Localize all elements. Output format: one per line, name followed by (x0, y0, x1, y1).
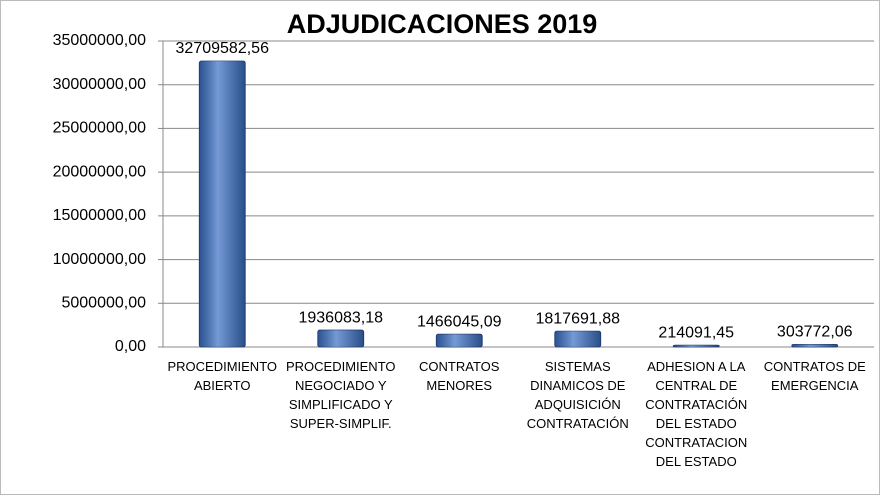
y-tick-label: 20000000,00 (53, 163, 147, 180)
bar-shade (554, 331, 601, 347)
bar-group (554, 330, 602, 348)
y-tick-label: 10000000,00 (53, 251, 147, 268)
bar-group (672, 344, 720, 348)
y-tick-label: 35000000,00 (53, 32, 147, 49)
value-label: 214091,45 (658, 324, 734, 341)
bar-shade (199, 61, 246, 348)
value-label: 1466045,09 (417, 313, 502, 330)
x-tick-label: CONTRATOS DE EMERGENCIA (764, 359, 866, 393)
x-tick-label: PROCEDIMIENTO ABIERTO (167, 359, 277, 393)
bar-group (198, 60, 246, 348)
value-label: 1936083,18 (298, 309, 383, 326)
x-tick-label: ADHESION A LA CENTRAL DE CONTRATACIÓN DEL E… (645, 359, 747, 469)
y-tick-label: 5000000,00 (61, 295, 146, 312)
bar-group (435, 333, 483, 348)
bar-group (317, 329, 365, 348)
bar-shade (317, 330, 364, 347)
y-tick-label: 15000000,00 (53, 207, 147, 224)
value-label: 32709582,56 (176, 40, 270, 57)
bar-shade (436, 334, 483, 347)
y-tick-label: 30000000,00 (53, 76, 147, 93)
value-label: 1817691,88 (535, 310, 620, 327)
y-tick-label: 0,00 (115, 338, 146, 355)
bar-group (791, 343, 839, 348)
bar-shade (673, 345, 720, 347)
x-tick-label: SISTEMAS DINAMICOS DE ADQUISICIÓN CONTRATAC… (527, 359, 629, 431)
x-tick-label: CONTRATOS MENORES (419, 359, 500, 393)
y-tick-label: 25000000,00 (53, 120, 147, 137)
x-tick-label: PROCEDIMIENTO NEGOCIADO Y SIMPLIFICADO Y SU… (286, 359, 396, 431)
value-label: 303772,06 (777, 324, 853, 341)
chart-title: ADJUDICACIONES 2019 (287, 9, 598, 39)
bar-shade (791, 344, 838, 347)
